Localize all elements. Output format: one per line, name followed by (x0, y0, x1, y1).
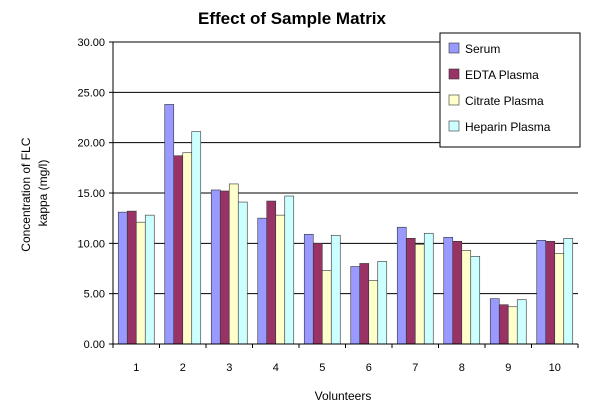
bar (507, 306, 518, 345)
legend-box (439, 32, 581, 148)
bar (257, 217, 268, 345)
y-tick-label: 5.00 (84, 289, 105, 301)
bar (461, 250, 472, 345)
bar (563, 238, 574, 345)
bar (126, 210, 137, 345)
x-tick-label: 3 (226, 362, 232, 374)
bar (191, 131, 202, 345)
x-tick-label: 8 (459, 362, 465, 374)
bar (368, 280, 379, 345)
x-tick-label: 6 (366, 362, 372, 374)
bar (350, 266, 361, 345)
bar (210, 189, 221, 345)
bar (498, 304, 509, 345)
bar (330, 234, 341, 345)
y-tick-label: 30.00 (77, 37, 105, 49)
bar (536, 240, 547, 345)
legend-label: Citrate Plasma (465, 94, 544, 108)
y-tick-labels: 0.00 5.00 10.00 15.00 20.00 25.00 30.00 (77, 37, 105, 351)
x-tick-labels: 1 2 3 4 5 6 7 8 9 10 (112, 344, 579, 374)
bar (266, 200, 277, 345)
bar (405, 238, 416, 345)
y-tick-label: 0.00 (84, 339, 105, 351)
legend-label: EDTA Plasma (465, 68, 539, 82)
bar (423, 232, 434, 345)
bar (284, 195, 295, 345)
bar (144, 214, 155, 345)
x-tick-label: 10 (549, 362, 561, 374)
bar (237, 201, 248, 345)
bar (414, 244, 425, 345)
bar (470, 256, 481, 345)
bar (489, 298, 500, 345)
y-axis-label-line-2: kappa (mg/l) (36, 160, 50, 227)
bar (219, 190, 230, 345)
legend-label: Serum (465, 42, 500, 56)
x-tick-label: 4 (273, 362, 279, 374)
bar (545, 241, 556, 345)
legend-swatch (448, 68, 460, 80)
bar (117, 211, 128, 345)
legend-swatch (448, 94, 460, 106)
y-axis-label: Concentration of FLC kappa (mg/l) (19, 134, 50, 251)
legend: Serum EDTA Plasma Citrate Plasma Heparin Pl… (439, 32, 581, 148)
y-axis-label-line-1: Concentration of FLC (19, 137, 33, 251)
x-tick-label: 7 (412, 362, 418, 374)
bar (554, 253, 565, 345)
legend-swatch (448, 42, 460, 54)
legend-label: Heparin Plasma (465, 120, 551, 134)
bar (228, 183, 239, 345)
x-tick-label: 9 (505, 362, 511, 374)
chart-title: Effect of Sample Matrix (198, 9, 387, 28)
y-tick-label: 25.00 (77, 87, 105, 99)
bar (173, 155, 184, 345)
y-tick-label: 10.00 (77, 238, 105, 250)
bar (275, 214, 286, 345)
bar (396, 226, 407, 345)
bar (321, 270, 332, 345)
bar (182, 152, 193, 345)
bar (164, 104, 175, 345)
bar (312, 243, 323, 345)
bar (443, 236, 454, 345)
bar (303, 233, 314, 345)
bar (135, 221, 146, 345)
bar (516, 299, 527, 345)
bar (452, 241, 463, 345)
y-tick-label: 15.00 (77, 188, 105, 200)
x-tick-label: 1 (133, 362, 139, 374)
x-tick-label: 2 (180, 362, 186, 374)
legend-swatch (448, 120, 460, 132)
x-axis-label: Volunteers (315, 389, 372, 403)
y-tick-label: 20.00 (77, 138, 105, 150)
x-tick-label: 5 (319, 362, 325, 374)
bar (359, 263, 370, 345)
bar (377, 261, 388, 345)
